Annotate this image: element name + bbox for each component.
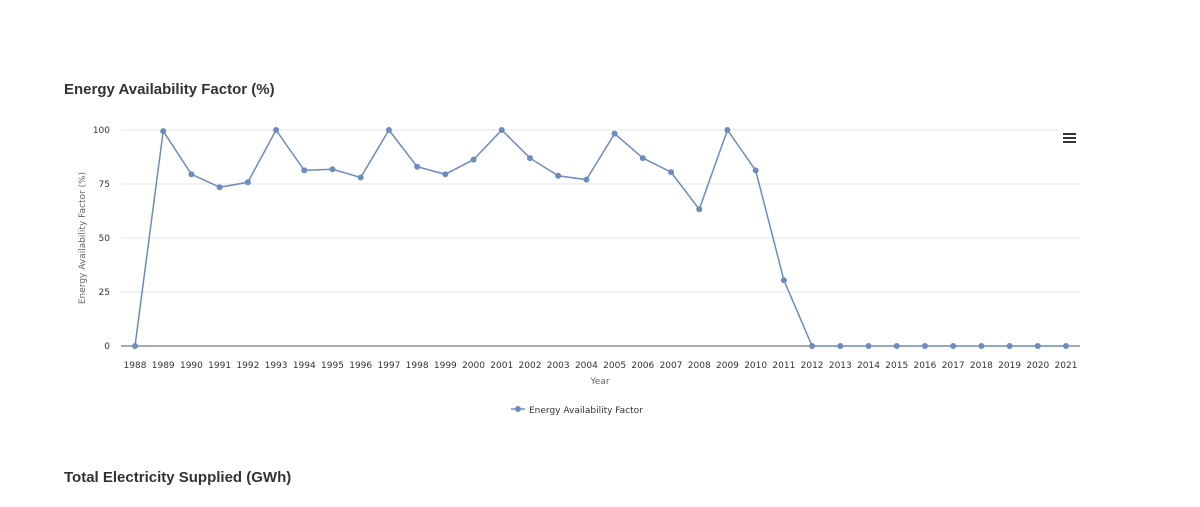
data-point-2010 — [752, 167, 759, 174]
legend-point-marker — [515, 406, 521, 412]
x-tick-label: 2007 — [660, 361, 683, 371]
chart-gridlines — [121, 129, 1080, 293]
x-tick-label: 2018 — [970, 361, 993, 371]
data-point-2021 — [1063, 343, 1069, 349]
data-point-2000 — [470, 156, 477, 163]
x-axis-title: Year — [589, 377, 609, 387]
x-tick-label: 2014 — [857, 361, 880, 371]
x-tick-label: 2010 — [744, 361, 767, 371]
series-line-energy-availability-factor — [134, 128, 1066, 347]
energy-availability-section-title: Energy Availability Factor (%) — [64, 81, 275, 98]
data-point-2009 — [724, 127, 731, 133]
data-point-1995 — [329, 166, 336, 173]
data-point-2005 — [611, 130, 618, 137]
data-point-2017 — [950, 343, 957, 349]
data-point-2020 — [1034, 343, 1041, 349]
data-point-1991 — [216, 184, 223, 191]
data-point-1996 — [357, 174, 364, 181]
x-tick-label: 2011 — [772, 361, 795, 371]
x-tick-label: 2002 — [519, 361, 542, 371]
y-tick-label: 25 — [99, 288, 110, 298]
y-tick-label: 100 — [93, 126, 110, 136]
x-tick-label: 2019 — [998, 361, 1021, 371]
x-tick-label: 2003 — [547, 361, 570, 371]
x-tick-label: 2008 — [688, 361, 711, 371]
x-tick-label: 1990 — [180, 361, 203, 371]
y-tick-label: 75 — [99, 180, 110, 190]
x-tick-label: 1988 — [124, 361, 147, 371]
x-tick-label: 2015 — [885, 361, 908, 371]
x-tick-label: 1994 — [293, 361, 316, 371]
x-tick-label: 1992 — [236, 361, 259, 371]
y-axis-tick-labels: 0 25 50 75 100 — [93, 126, 110, 352]
x-tick-label: 1996 — [349, 361, 372, 371]
x-tick-label: 2001 — [490, 361, 513, 371]
data-point-2004 — [583, 176, 590, 183]
x-tick-label: 1995 — [321, 361, 344, 371]
data-point-1992 — [244, 179, 251, 186]
data-point-2003 — [555, 172, 562, 179]
x-tick-label: 2009 — [716, 361, 739, 371]
data-point-2015 — [893, 343, 900, 349]
data-point-1989 — [160, 128, 167, 135]
data-point-2002 — [526, 155, 533, 162]
y-axis-title: Energy Availability Factor (%) — [78, 172, 88, 304]
legend-item-label: Energy Availability Factor — [529, 406, 643, 416]
chart-legend[interactable]: Energy Availability Factor — [511, 406, 643, 416]
data-point-2018 — [978, 343, 985, 349]
x-tick-label: 1993 — [265, 361, 288, 371]
x-tick-label: 2017 — [942, 361, 965, 371]
x-tick-label: 1991 — [208, 361, 231, 371]
data-point-2014 — [865, 343, 872, 349]
data-point-2006 — [639, 155, 646, 162]
data-point-1999 — [442, 171, 449, 178]
x-tick-label: 2021 — [1055, 361, 1078, 371]
data-point-2012 — [809, 343, 816, 349]
data-point-1994 — [301, 167, 308, 174]
data-point-2007 — [668, 169, 675, 176]
data-point-1988 — [132, 343, 138, 349]
hamburger-menu-icon — [1063, 133, 1076, 143]
data-point-2019 — [1006, 343, 1013, 349]
x-tick-label: 1998 — [406, 361, 429, 371]
x-tick-label: 1999 — [434, 361, 457, 371]
x-tick-label: 1989 — [152, 361, 175, 371]
x-tick-label: 2013 — [829, 361, 852, 371]
data-point-2001 — [498, 127, 505, 133]
y-tick-label: 0 — [104, 342, 110, 352]
data-point-1990 — [188, 171, 195, 178]
data-point-1997 — [385, 127, 392, 133]
x-axis-tick-labels: 1988 1989 1990 1991 1992 1993 1994 1995 1996 1997… — [124, 361, 1078, 371]
data-point-1998 — [414, 163, 421, 170]
x-tick-label: 2020 — [1026, 361, 1049, 371]
x-tick-label: 2004 — [575, 361, 598, 371]
data-point-2016 — [921, 343, 928, 349]
x-tick-label: 2005 — [603, 361, 626, 371]
data-point-1993 — [273, 127, 280, 133]
x-tick-label: 2016 — [913, 361, 936, 371]
x-tick-label: 1997 — [377, 361, 400, 371]
data-point-2008 — [696, 206, 703, 213]
series-points — [132, 127, 1069, 349]
data-point-2013 — [837, 343, 844, 349]
total-electricity-section-title: Total Electricity Supplied (GWh) — [64, 469, 292, 486]
y-tick-label: 50 — [99, 234, 111, 244]
chart-menu-button[interactable] — [1058, 128, 1080, 148]
x-tick-label: 2000 — [462, 361, 485, 371]
x-tick-label: 2006 — [631, 361, 654, 371]
data-point-2011 — [780, 277, 787, 284]
x-tick-label: 2012 — [801, 361, 824, 371]
